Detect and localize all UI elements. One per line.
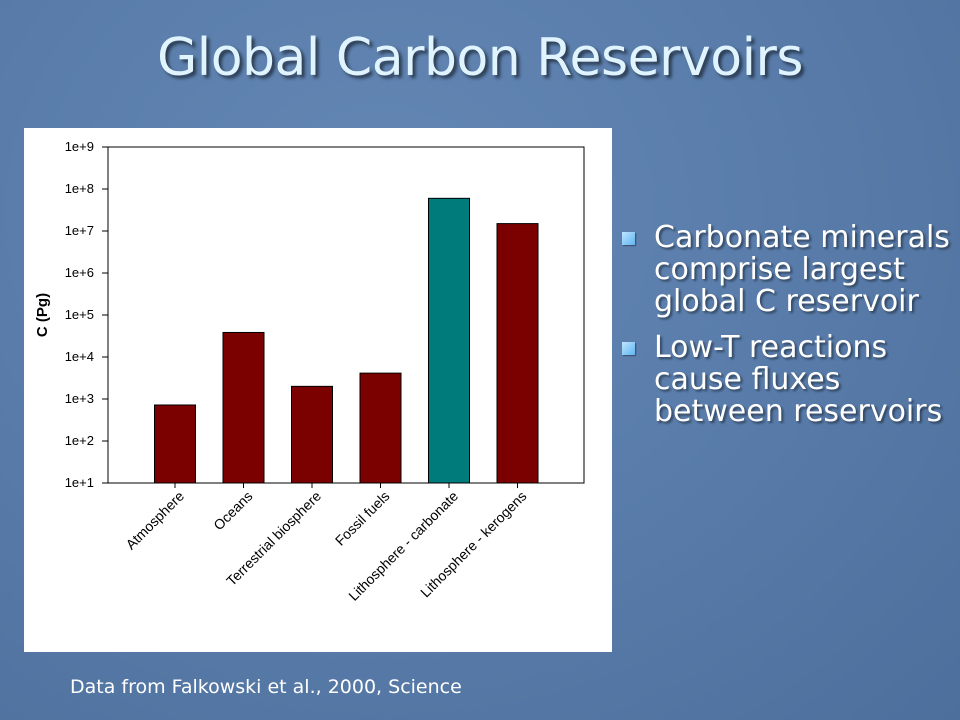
x-category-label: Atmosphere [122, 488, 187, 553]
bar [154, 404, 196, 484]
source-caption: Data from Falkowski et al., 2000, Scienc… [70, 676, 462, 698]
bar [291, 385, 333, 484]
y-tick-label: 1e+9 [65, 139, 94, 154]
x-category-label: Fossil fuels [332, 488, 393, 549]
bullet-text: Carbonate minerals comprise largest glob… [654, 220, 950, 319]
y-axis-label: C (Pg) [34, 293, 51, 337]
square-bullet-icon [622, 342, 635, 355]
y-tick-label: 1e+6 [65, 265, 94, 280]
bar [359, 372, 402, 484]
bar [428, 197, 470, 484]
y-tick-label: 1e+7 [65, 223, 94, 238]
y-axis-ticks: 1e+1 1e+2 1e+3 1e+4 1e+5 1e+6 1e+7 1e+8 1e+9 [65, 139, 108, 490]
x-category-label: Oceans [210, 488, 255, 533]
y-tick-label: 1e+5 [65, 307, 94, 322]
bullet-item: Carbonate minerals comprise largest glob… [620, 222, 950, 318]
y-tick-label: 1e+3 [65, 391, 94, 406]
y-tick-label: 1e+1 [65, 475, 94, 490]
y-tick-label: 1e+8 [65, 181, 94, 196]
bars [154, 197, 539, 484]
y-tick-label: 1e+4 [65, 349, 94, 364]
bar-chart: 1e+1 1e+2 1e+3 1e+4 1e+5 1e+6 1e+7 1e+8 1e+9 Atm… [34, 139, 585, 604]
plot-frame [107, 146, 585, 484]
slide-title: Global Carbon Reservoirs [156, 28, 804, 88]
y-tick-label: 1e+2 [65, 433, 94, 448]
bullet-text: Low-T reactions cause fluxes between res… [654, 330, 943, 429]
bullet-list: Carbonate minerals comprise largest glob… [620, 222, 950, 442]
bar [222, 331, 265, 484]
bullet-item: Low-T reactions cause fluxes between res… [620, 332, 950, 428]
square-bullet-icon [622, 232, 635, 245]
chart-panel: 1e+1 1e+2 1e+3 1e+4 1e+5 1e+6 1e+7 1e+8 1e+9 Atm… [24, 128, 612, 652]
x-category-label: Lithosphere - carbonate [345, 488, 461, 604]
bar [496, 223, 539, 484]
